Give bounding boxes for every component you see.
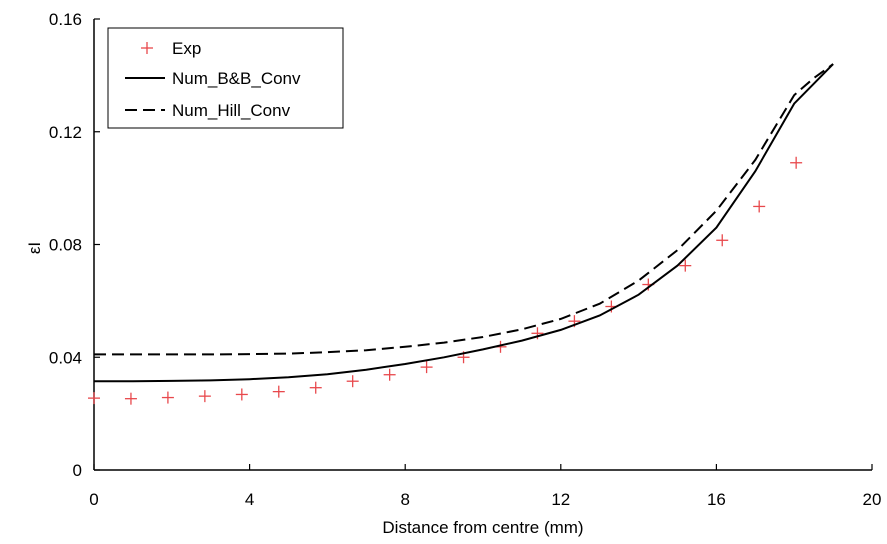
x-tick-label: 8 xyxy=(400,490,409,509)
exp-point xyxy=(309,381,322,394)
y-tick-label: 0 xyxy=(73,461,82,480)
series-2 xyxy=(94,63,834,356)
exp-point xyxy=(383,368,396,381)
x-tick-label: 0 xyxy=(89,490,98,509)
num-hill-conv-line xyxy=(94,63,834,356)
legend-exp-marker xyxy=(141,42,153,54)
x-tick-label: 16 xyxy=(707,490,726,509)
exp-point xyxy=(790,156,803,169)
y-tick-label: 0.16 xyxy=(49,10,82,29)
legend-label: Num_B&B_Conv xyxy=(172,69,301,88)
exp-point xyxy=(272,385,285,398)
exp-point xyxy=(198,390,211,403)
axis-ticks: 0 0.04 0.08 0.12 0.16 0 4 8 12 16 20 xyxy=(49,10,882,509)
x-tick-label: 12 xyxy=(551,490,570,509)
num-bb-conv-line xyxy=(94,63,834,383)
x-tick-label: 4 xyxy=(245,490,254,509)
y-tick-label: 0.04 xyxy=(49,348,82,367)
legend: Exp Num_B&B_Conv Num_Hill_Conv xyxy=(107,27,344,129)
y-axis-title: εI xyxy=(25,242,44,254)
exp-point xyxy=(346,375,359,388)
series-1 xyxy=(94,63,834,383)
exp-point xyxy=(716,234,729,247)
legend-label: Num_Hill_Conv xyxy=(172,101,291,120)
exp-point xyxy=(124,392,137,405)
exp-point xyxy=(420,361,433,374)
legend-label: Exp xyxy=(172,39,201,58)
x-tick-label: 20 xyxy=(863,490,882,509)
exp-point xyxy=(235,388,248,401)
y-tick-label: 0.12 xyxy=(49,123,82,142)
exp-point xyxy=(679,259,692,272)
exp-point xyxy=(753,200,766,213)
exp-point xyxy=(161,391,174,404)
series-0 xyxy=(88,156,803,405)
y-tick-label: 0.08 xyxy=(49,236,82,255)
series-layer xyxy=(88,63,834,405)
x-axis-title: Distance from centre (mm) xyxy=(382,518,583,537)
exp-point xyxy=(88,392,100,405)
